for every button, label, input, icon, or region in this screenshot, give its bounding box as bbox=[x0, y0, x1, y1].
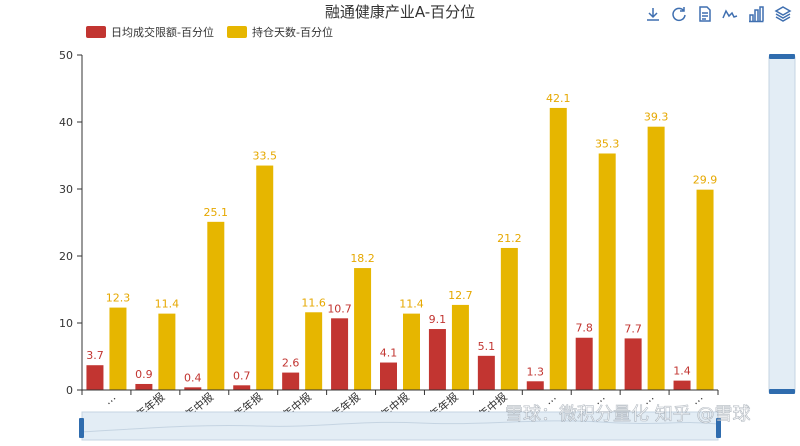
data-label-series-a: 7.7 bbox=[624, 322, 642, 335]
x-tick-label: … bbox=[102, 390, 119, 407]
y-axis: 0 10 20 30 40 50 bbox=[59, 49, 83, 397]
bar-series-b[interactable] bbox=[207, 221, 225, 390]
vertical-zoom-track[interactable] bbox=[768, 56, 796, 393]
data-label-series-a: 5.1 bbox=[478, 340, 496, 353]
series-a-bars bbox=[86, 318, 691, 390]
data-label-series-b: 25.1 bbox=[204, 206, 229, 219]
data-label-series-b: 18.2 bbox=[350, 252, 375, 265]
bar-series-a[interactable] bbox=[380, 362, 397, 390]
bar-series-a[interactable] bbox=[575, 337, 593, 390]
toolbar bbox=[645, 6, 792, 23]
data-label-series-b: 33.5 bbox=[252, 150, 277, 163]
bar-series-a[interactable] bbox=[331, 318, 349, 390]
chart-title: 融通健康产业A-百分位 bbox=[325, 3, 475, 21]
series-b-bars bbox=[109, 107, 714, 391]
legend-swatch-series-a bbox=[86, 26, 106, 38]
data-label-series-b: 12.7 bbox=[448, 289, 473, 302]
bar-series-b[interactable] bbox=[403, 313, 420, 390]
bar-series-b[interactable] bbox=[354, 268, 372, 390]
vertical-zoom-bottom-handle[interactable] bbox=[769, 389, 795, 394]
data-label-series-a: 9.1 bbox=[429, 313, 447, 326]
data-label-series-a: 4.1 bbox=[380, 347, 398, 360]
vertical-zoom-top-handle[interactable] bbox=[769, 54, 795, 59]
data-label-series-b: 12.3 bbox=[106, 292, 131, 305]
bar-series-b[interactable] bbox=[500, 247, 518, 390]
bar-series-b[interactable] bbox=[549, 107, 567, 391]
data-label-series-b: 42.1 bbox=[546, 92, 571, 105]
vertical-zoom-slider[interactable] bbox=[768, 54, 796, 394]
data-label-series-a: 0.9 bbox=[135, 368, 153, 381]
y-tick-label: 10 bbox=[59, 317, 73, 330]
horizontal-zoom-slider[interactable] bbox=[79, 411, 721, 441]
legend[interactable]: 日均成交限额-百分位 持仓天数-百分位 bbox=[86, 25, 333, 39]
bar-series-a[interactable] bbox=[184, 387, 202, 390]
bar-series-a[interactable] bbox=[86, 365, 104, 390]
horizontal-zoom-left-handle[interactable] bbox=[79, 418, 84, 438]
bar-series-b[interactable] bbox=[451, 304, 469, 390]
download-icon[interactable] bbox=[645, 6, 661, 22]
data-label-series-a: 0.7 bbox=[233, 369, 251, 382]
bar-series-b[interactable] bbox=[305, 312, 323, 390]
y-tick-label: 0 bbox=[66, 384, 73, 397]
stack-icon[interactable] bbox=[774, 6, 792, 22]
refresh-icon[interactable] bbox=[671, 6, 687, 22]
bar-chart-icon[interactable] bbox=[748, 6, 764, 23]
data-label-series-b: 21.2 bbox=[497, 232, 522, 245]
bar-series-b[interactable] bbox=[647, 126, 665, 390]
y-tick-label: 40 bbox=[59, 116, 73, 129]
bar-series-b[interactable] bbox=[696, 189, 714, 390]
horizontal-zoom-right-handle[interactable] bbox=[716, 418, 721, 438]
bar-series-b[interactable] bbox=[158, 313, 176, 390]
bar-series-a[interactable] bbox=[477, 355, 495, 390]
data-label-series-b: 11.4 bbox=[399, 298, 424, 311]
data-label-series-a: 1.3 bbox=[527, 365, 545, 378]
bar-series-a[interactable] bbox=[673, 380, 691, 390]
data-label-series-a: 3.7 bbox=[86, 349, 104, 362]
horizontal-zoom-preview bbox=[81, 420, 719, 433]
data-label-series-a: 1.4 bbox=[673, 365, 691, 378]
data-label-series-b: 11.6 bbox=[301, 296, 326, 309]
y-tick-label: 30 bbox=[59, 183, 73, 196]
data-label-series-b: 35.3 bbox=[595, 137, 620, 150]
data-label-series-a: 7.8 bbox=[575, 322, 593, 335]
legend-item-series-a[interactable]: 日均成交限额-百分位 bbox=[86, 25, 214, 39]
legend-item-series-b[interactable]: 持仓天数-百分位 bbox=[227, 25, 333, 39]
legend-swatch-series-b bbox=[227, 26, 247, 38]
data-label-series-b: 11.4 bbox=[155, 298, 180, 311]
bar-series-a[interactable] bbox=[526, 381, 544, 390]
data-label-series-a: 0.4 bbox=[184, 371, 202, 384]
bar-series-a[interactable] bbox=[233, 385, 251, 390]
bar-series-a[interactable] bbox=[428, 329, 446, 390]
data-label-series-a: 2.6 bbox=[282, 357, 300, 370]
line-chart-icon[interactable] bbox=[722, 6, 738, 22]
data-label-series-a: 10.7 bbox=[327, 302, 352, 315]
legend-label-series-a: 日均成交限额-百分位 bbox=[111, 25, 214, 39]
y-tick-label: 50 bbox=[59, 49, 73, 62]
y-tick-label: 20 bbox=[59, 250, 73, 263]
bar-series-a[interactable] bbox=[282, 372, 300, 390]
legend-label-series-b: 持仓天数-百分位 bbox=[252, 25, 333, 39]
bar-data-labels: 3.7 12.3 0.9 11.4 0.4 25.1 0.7 33.5 2.6 11.6 10.7 1… bbox=[86, 92, 717, 384]
watermark: 雪球：微积分量化 知乎 @雪球 bbox=[505, 404, 750, 425]
data-label-series-b: 29.9 bbox=[693, 174, 718, 187]
data-label-series-b: 39.3 bbox=[644, 111, 669, 124]
data-view-icon[interactable] bbox=[697, 6, 713, 22]
bar-series-b[interactable] bbox=[256, 165, 274, 390]
bar-series-b[interactable] bbox=[109, 307, 127, 390]
bar-series-a[interactable] bbox=[135, 383, 153, 390]
bar-series-a[interactable] bbox=[624, 338, 642, 390]
bar-series-b[interactable] bbox=[598, 153, 616, 390]
